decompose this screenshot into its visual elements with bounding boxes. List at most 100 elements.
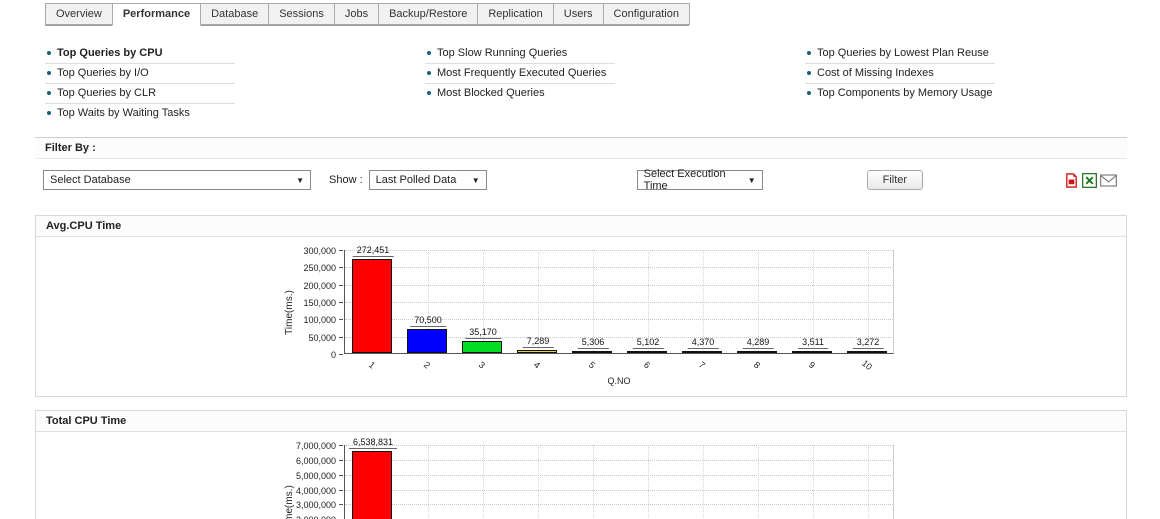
quick-link-label: Top Queries by CPU	[57, 47, 163, 59]
bar-value-label: 70,500	[410, 315, 446, 327]
quick-link-top-queries-by-i-o[interactable]: Top Queries by I/O	[45, 63, 235, 83]
bar-qno-7	[682, 351, 722, 353]
bar-qno-2	[407, 329, 447, 353]
quick-link-label: Top Waits by Waiting Tasks	[57, 107, 190, 119]
bar-value-label: 6,538,831	[348, 437, 398, 449]
y-tick-label: 200,000	[303, 280, 336, 291]
x-tick-label: 3	[476, 359, 488, 371]
y-tick-label: 5,000,000	[295, 470, 336, 481]
bar-qno-9	[792, 351, 832, 353]
bullet-icon	[47, 111, 51, 115]
bar-value-label: 5,306	[577, 337, 609, 349]
filter-by-header: Filter By :	[35, 137, 1127, 159]
bullet-icon	[47, 51, 51, 55]
bar-value-label: 7,289	[522, 336, 554, 348]
bar-qno-1	[352, 451, 392, 519]
y-tick-label: 50,000	[308, 332, 336, 343]
bullet-icon	[427, 51, 431, 55]
x-tick-label: 5	[586, 359, 598, 371]
filter-button[interactable]: Filter	[866, 170, 924, 190]
tab-configuration[interactable]: Configuration	[602, 3, 690, 25]
tab-database[interactable]: Database	[200, 3, 270, 25]
x-tick-label: 6	[641, 359, 653, 371]
quick-link-most-frequently-executed-queries[interactable]: Most Frequently Executed Queries	[425, 63, 615, 83]
y-tick-label: 3,000,000	[295, 500, 336, 511]
quick-link-top-queries-by-cpu[interactable]: Top Queries by CPU	[45, 44, 235, 63]
quick-link-label: Top Queries by CLR	[57, 87, 157, 99]
quick-link-label: Top Queries by Lowest Plan Reuse	[817, 47, 989, 59]
quick-links-column-1: Top Queries by CPU Top Queries by I/O Top …	[45, 44, 235, 123]
quick-link-top-waits-by-waiting-tasks[interactable]: Top Waits by Waiting Tasks	[45, 103, 235, 123]
chevron-down-icon: ▼	[296, 175, 304, 185]
bar-value-label: 3,511	[798, 337, 828, 349]
bar-qno-4	[517, 350, 557, 353]
y-tick-label: 0	[330, 350, 336, 360]
show-select[interactable]: Last Polled Data ▼	[368, 170, 487, 190]
y-tick-label: 6,000,000	[295, 455, 336, 466]
avg-cpu-time-chart: Time(ms.) 0 50,000 100,000 150,000 200,000 250…	[284, 245, 1126, 386]
bullet-icon	[807, 91, 811, 95]
quick-link-top-components-by-memory-usage[interactable]: Top Components by Memory Usage	[805, 83, 995, 103]
section-total-cpu-time: Total CPU Time Time(ms.)01,000,0002,000,…	[35, 410, 1127, 519]
x-tick-label: 8	[751, 359, 763, 371]
quick-link-most-blocked-queries[interactable]: Most Blocked Queries	[425, 83, 615, 103]
bar-value-label: 5,102	[632, 337, 664, 349]
quick-link-top-queries-by-lowest-plan-reuse[interactable]: Top Queries by Lowest Plan Reuse	[805, 44, 995, 63]
bullet-icon	[47, 91, 51, 95]
tab-backup-restore[interactable]: Backup/Restore	[378, 3, 479, 25]
tab-users[interactable]: Users	[552, 3, 604, 25]
quick-links-column-2: Top Slow Running Queries Most Frequently …	[425, 44, 615, 123]
tab-replication[interactable]: Replication	[477, 3, 554, 25]
x-axis-title: Q.NO	[607, 376, 631, 386]
tab-sessions[interactable]: Sessions	[268, 3, 335, 25]
quick-link-label: Most Blocked Queries	[437, 87, 545, 99]
x-tick-label: 4	[531, 359, 543, 371]
y-tick-label: 7,000,000	[295, 441, 336, 451]
export-toolbar	[1064, 172, 1117, 188]
tab-overview[interactable]: Overview	[45, 3, 113, 25]
x-tick-label: 1	[366, 359, 378, 371]
bar-qno-3	[462, 341, 502, 353]
bar-qno-5	[572, 351, 612, 353]
quick-link-label: Top Slow Running Queries	[437, 47, 568, 59]
quick-link-label: Top Queries by I/O	[57, 67, 149, 79]
section-avg-cpu-time: Avg.CPU Time Time(ms.) 0 50,000 100,000 150,…	[35, 215, 1127, 397]
y-tick-label: 150,000	[303, 298, 336, 308]
bullet-icon	[427, 71, 431, 75]
plot-area: 6,538,831282,002844,1007,2895,306122,461…	[344, 437, 894, 519]
chevron-down-icon: ▼	[471, 175, 480, 185]
show-select-value: Last Polled Data	[375, 174, 457, 186]
section-title: Avg.CPU Time	[36, 216, 1126, 237]
pdf-export-icon[interactable]	[1064, 172, 1079, 188]
execution-time-select-value: Select Execution Time	[643, 168, 726, 192]
quick-link-label: Cost of Missing Indexes	[817, 67, 934, 79]
y-tick-label: 100,000	[303, 315, 336, 326]
y-tick-label: 250,000	[303, 263, 336, 274]
x-tick-label: 10	[859, 357, 875, 373]
bar-qno-10	[847, 351, 887, 353]
email-report-icon[interactable]	[1100, 173, 1117, 187]
bullet-icon	[807, 51, 811, 55]
bullet-icon	[807, 71, 811, 75]
bar-qno-6	[627, 351, 667, 353]
y-tick-label: 2,000,000	[286, 515, 336, 519]
quick-link-top-slow-running-queries[interactable]: Top Slow Running Queries	[425, 44, 615, 63]
quick-link-top-queries-by-clr[interactable]: Top Queries by CLR	[45, 83, 235, 103]
database-select[interactable]: Select Database ▼	[43, 170, 311, 190]
tab-jobs[interactable]: Jobs	[333, 3, 380, 25]
excel-export-icon[interactable]	[1082, 172, 1097, 188]
bar-qno-1	[352, 259, 392, 353]
bar-value-label: 3,272	[852, 337, 884, 349]
plot-area: 272,451 70,500 35,170 7,289 5,306 5,102 4,370 4…	[344, 245, 894, 354]
total-cpu-time-chart: Time(ms.)01,000,0002,000,0003,000,0004,0…	[284, 437, 1126, 519]
bar-value-label: 4,289	[742, 337, 774, 349]
database-select-value: Select Database	[50, 174, 131, 186]
bar-value-label: 272,451	[352, 245, 394, 257]
execution-time-select[interactable]: Select Execution Time ▼	[636, 168, 763, 192]
quick-link-cost-of-missing-indexes[interactable]: Cost of Missing Indexes	[805, 63, 995, 83]
quick-links: Top Queries by CPU Top Queries by I/O Top …	[35, 44, 1127, 123]
bar-value-label: 35,170	[465, 327, 501, 339]
page: Overview Performance Database Sessions Jobs B…	[35, 3, 1127, 519]
tab-performance[interactable]: Performance	[111, 3, 202, 26]
x-tick-label: 2	[421, 359, 433, 371]
